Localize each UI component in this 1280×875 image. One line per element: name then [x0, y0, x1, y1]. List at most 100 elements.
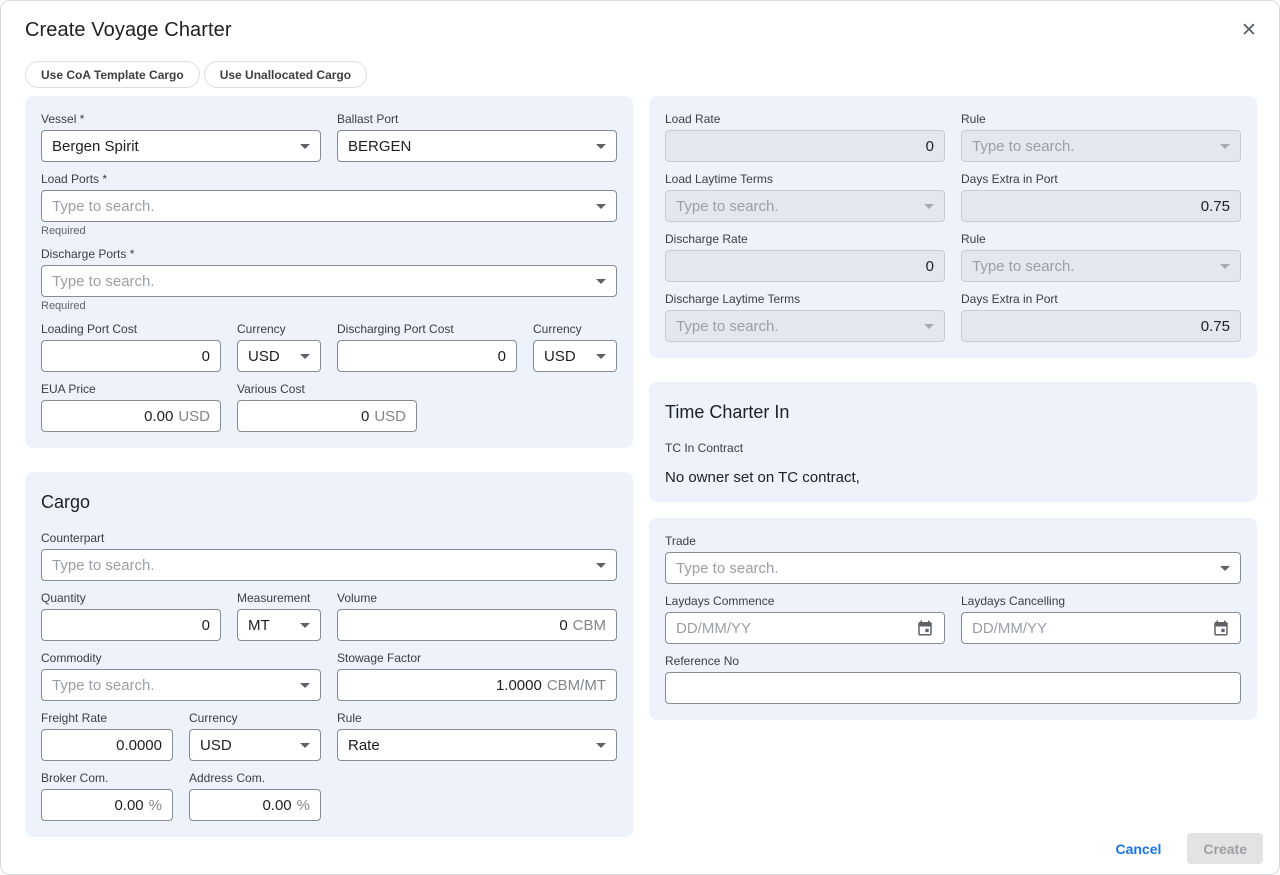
rule-value: Rate: [348, 736, 380, 754]
use-unallocated-cargo-button[interactable]: Use Unallocated Cargo: [203, 61, 368, 88]
load-days-extra-value: 0.75: [1200, 197, 1230, 215]
broker-com-input[interactable]: 0.00 %: [41, 789, 173, 821]
eua-price-input[interactable]: 0.00 USD: [41, 400, 221, 432]
stowage-factor-input[interactable]: 1.0000 CBM/MT: [337, 669, 617, 701]
field-load-rate: Load Rate 0: [665, 112, 945, 162]
commodity-label: Commodity: [41, 651, 102, 665]
discharge-laytime-terms-select: Type to search.: [665, 310, 945, 342]
rule-label: Rule: [337, 711, 362, 725]
laydays-commence-date-input[interactable]: [665, 612, 945, 644]
create-button[interactable]: Create: [1187, 833, 1263, 864]
load-laytime-terms-placeholder: Type to search.: [676, 197, 779, 215]
address-com-label: Address Com.: [189, 771, 266, 785]
broker-com-unit: %: [148, 796, 162, 814]
freight-rate-input[interactable]: 0.0000: [41, 729, 173, 761]
loading-port-cost-input[interactable]: 0: [41, 340, 221, 372]
various-cost-input[interactable]: 0 USD: [237, 400, 417, 432]
loading-currency-select[interactable]: USD: [237, 340, 321, 372]
loading-port-cost-label: Loading Port Cost: [41, 322, 138, 336]
discharge-rule-placeholder: Type to search.: [972, 257, 1075, 275]
cancel-button[interactable]: Cancel: [1115, 840, 1162, 857]
address-com-input[interactable]: 0.00 %: [189, 789, 321, 821]
time-charter-in-heading: Time Charter In: [665, 402, 790, 422]
field-freight-currency: Currency USD: [189, 711, 321, 761]
load-rate-value: 0: [925, 137, 934, 155]
reference-no-input[interactable]: [676, 679, 1230, 697]
field-loading-port-cost: Loading Port Cost 0: [41, 322, 221, 372]
discharge-rule-select: Type to search.: [961, 250, 1241, 282]
load-rate-label: Load Rate: [665, 112, 721, 126]
field-counterpart: Counterpart: [41, 531, 617, 581]
freight-currency-select[interactable]: USD: [189, 729, 321, 761]
rule-select[interactable]: Rate: [337, 729, 617, 761]
laydays-cancelling-date-input[interactable]: [961, 612, 1241, 644]
load-days-extra-label: Days Extra in Port: [961, 172, 1058, 186]
discharge-ports-input[interactable]: [52, 272, 588, 290]
load-laytime-terms-select: Type to search.: [665, 190, 945, 222]
discharge-ports-select[interactable]: [41, 265, 617, 297]
field-vessel: Vessel * Bergen Spirit: [41, 112, 321, 162]
chevron-down-icon: [300, 682, 310, 688]
discharge-ports-required-hint: Required: [41, 300, 86, 312]
loading-port-cost-value: 0: [201, 347, 210, 365]
field-various-cost: Various Cost 0 USD: [237, 382, 417, 432]
time-charter-in-panel: Time Charter In TC In Contract No owner …: [649, 382, 1257, 502]
trade-select[interactable]: [665, 552, 1241, 584]
laydays-cancelling-label: Laydays Cancelling: [961, 594, 1066, 608]
discharge-laytime-terms-label: Discharge Laytime Terms: [665, 292, 801, 306]
chevron-down-icon: [1220, 143, 1230, 149]
load-ports-input[interactable]: [52, 197, 588, 215]
use-coa-template-cargo-button[interactable]: Use CoA Template Cargo: [25, 61, 200, 88]
commodity-select[interactable]: [41, 669, 321, 701]
quantity-input[interactable]: 0: [41, 609, 221, 641]
load-days-extra-input: 0.75: [961, 190, 1241, 222]
chevron-down-icon: [300, 143, 310, 149]
field-discharging-currency: Currency USD: [533, 322, 617, 372]
load-ports-required-hint: Required: [41, 225, 86, 237]
ballast-port-select[interactable]: BERGEN: [337, 130, 617, 162]
cargo-panel: Cargo Counterpart Quantity 0: [25, 472, 633, 837]
stowage-factor-label: Stowage Factor: [337, 651, 422, 665]
field-measurement: Measurement MT: [237, 591, 321, 641]
freight-currency-value: USD: [200, 736, 232, 754]
counterpart-label: Counterpart: [41, 531, 105, 545]
discharging-currency-select[interactable]: USD: [533, 340, 617, 372]
volume-input[interactable]: 0 CBM: [337, 609, 617, 641]
eua-price-label: EUA Price: [41, 382, 96, 396]
measurement-select[interactable]: MT: [237, 609, 321, 641]
loading-currency-value: USD: [248, 347, 280, 365]
discharge-rate-input: 0: [665, 250, 945, 282]
calendar-icon[interactable]: [1212, 619, 1230, 637]
measurement-value: MT: [248, 616, 270, 634]
laydays-commence-input[interactable]: [676, 619, 908, 637]
vessel-select[interactable]: Bergen Spirit: [41, 130, 321, 162]
close-icon[interactable]: ✕: [1235, 17, 1263, 45]
stowage-factor-value: 1.0000: [495, 676, 542, 694]
load-rate-input: 0: [665, 130, 945, 162]
chevron-down-icon: [300, 622, 310, 628]
field-freight-rate: Freight Rate 0.0000: [41, 711, 173, 761]
commodity-input[interactable]: [52, 676, 292, 694]
field-discharging-port-cost: Discharging Port Cost 0: [337, 322, 517, 372]
voyage-panel: Vessel * Bergen Spirit Ballast Port BERG…: [25, 96, 633, 448]
field-load-rule: Rule Type to search.: [961, 112, 1241, 162]
vessel-value: Bergen Spirit: [52, 137, 139, 155]
calendar-icon[interactable]: [916, 619, 934, 637]
discharging-port-cost-input[interactable]: 0: [337, 340, 517, 372]
discharge-ports-label: Discharge Ports *: [41, 247, 135, 261]
load-laytime-terms-label: Load Laytime Terms: [665, 172, 773, 186]
field-broker-com: Broker Com. 0.00 %: [41, 771, 173, 821]
dialog-footer: Cancel Create: [1115, 833, 1263, 864]
field-load-laytime-terms: Load Laytime Terms Type to search.: [665, 172, 945, 222]
load-ports-select[interactable]: [41, 190, 617, 222]
discharging-currency-label: Currency: [533, 322, 582, 336]
field-reference-no: Reference No: [665, 654, 1241, 704]
laydays-cancelling-input[interactable]: [972, 619, 1204, 637]
counterpart-select[interactable]: [41, 549, 617, 581]
vessel-label: Vessel *: [41, 112, 85, 126]
discharge-laytime-terms-placeholder: Type to search.: [676, 317, 779, 335]
trade-input[interactable]: [676, 559, 1212, 577]
field-trade: Trade: [665, 534, 1241, 584]
reference-no-input-wrap[interactable]: [665, 672, 1241, 704]
counterpart-input[interactable]: [52, 556, 588, 574]
